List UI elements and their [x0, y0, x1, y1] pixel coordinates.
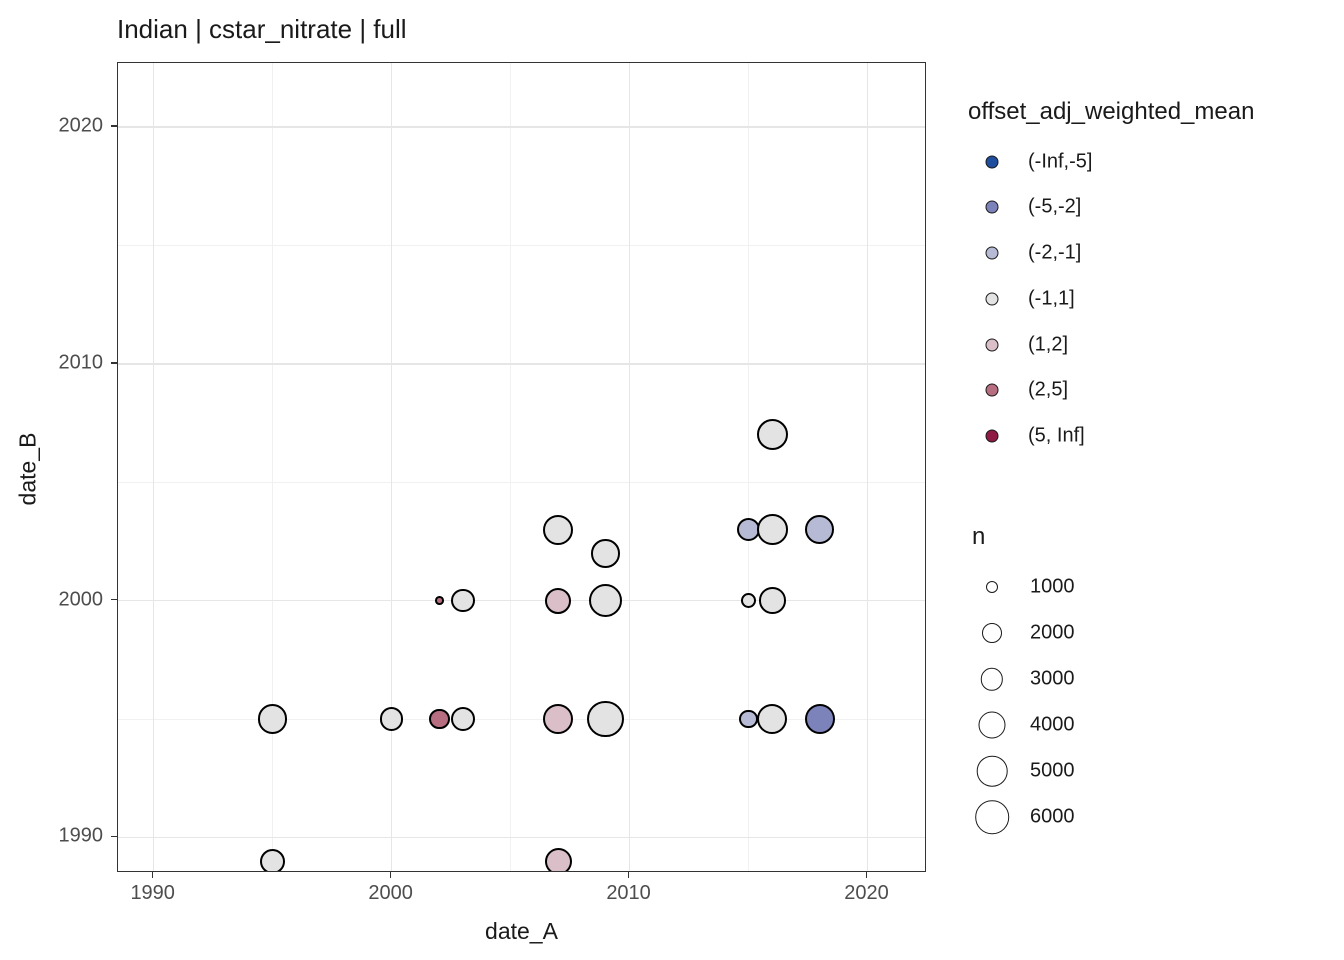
data-point [257, 704, 288, 734]
color-legend-key-label: (-1,1] [1028, 287, 1075, 310]
data-point [591, 538, 621, 568]
data-point [759, 587, 786, 614]
size-legend-key-label: 1000 [1030, 575, 1075, 598]
size-legend-key-icon [975, 800, 1009, 835]
y-tick [111, 835, 117, 838]
y-tick [111, 362, 117, 364]
y-tick-label: 2020 [58, 114, 104, 137]
data-point [804, 703, 836, 735]
data-point [757, 704, 788, 735]
size-legend-key-label: 4000 [1030, 713, 1075, 736]
x-major-gridline [152, 63, 155, 871]
x-major-gridline [390, 63, 393, 871]
data-point [434, 596, 444, 605]
x-minor-gridline [272, 63, 274, 871]
x-axis-title: date_A [485, 918, 558, 944]
x-major-gridline [866, 63, 869, 871]
x-tick [627, 872, 630, 878]
data-point [451, 588, 475, 613]
data-point [587, 700, 625, 738]
color-legend-key-label: (-Inf,-5] [1028, 150, 1093, 173]
data-point [756, 419, 788, 451]
x-minor-gridline [510, 63, 512, 871]
data-point [428, 708, 450, 730]
y-tick-label: 1990 [58, 824, 104, 847]
size-legend-key-label: 2000 [1030, 621, 1075, 644]
y-minor-gridline [118, 718, 925, 720]
y-minor-gridline [118, 481, 925, 483]
data-point [260, 848, 286, 871]
x-tick [151, 872, 154, 878]
y-major-gridline [118, 599, 925, 602]
y-axis-title: date_B [14, 432, 41, 506]
size-legend-key-icon [978, 711, 1006, 739]
data-point [589, 583, 623, 618]
x-tick [389, 872, 392, 878]
data-point [757, 514, 788, 545]
y-major-gridline [118, 363, 925, 365]
data-point [543, 514, 574, 545]
size-legend-title: n [972, 523, 986, 550]
y-tick-label: 2000 [58, 588, 104, 611]
color-legend-key-label: (1,2] [1028, 333, 1069, 355]
y-major-gridline [118, 836, 925, 839]
color-legend-key-icon [985, 383, 999, 397]
color-legend-key-icon [985, 155, 999, 169]
color-legend-title: offset_adj_weighted_mean [968, 98, 1255, 125]
size-legend-key-icon [980, 668, 1004, 691]
size-legend-key-label: 3000 [1030, 667, 1075, 690]
x-minor-gridline [748, 63, 750, 871]
size-legend-key-icon [982, 623, 1002, 644]
data-point [451, 707, 475, 732]
size-legend-key-label: 5000 [1030, 759, 1075, 782]
x-tick [865, 872, 868, 878]
size-legend-key-label: 6000 [1030, 805, 1075, 828]
size-legend-key-icon [986, 581, 998, 594]
y-minor-gridline [118, 244, 925, 246]
data-point [805, 515, 835, 545]
plot-panel [117, 62, 926, 872]
color-legend-key-label: (2,5] [1028, 378, 1069, 401]
data-point [740, 592, 757, 609]
x-tick-label: 1990 [130, 882, 175, 904]
color-legend-key-label: (-5,-2] [1028, 195, 1082, 218]
y-tick-label: 2010 [58, 351, 104, 374]
data-point [545, 587, 572, 614]
color-legend-key-icon [985, 200, 999, 214]
x-tick-label: 2010 [606, 882, 651, 904]
color-legend-key-icon [985, 338, 999, 351]
size-legend-key-icon [976, 756, 1008, 787]
y-tick [111, 125, 117, 127]
data-point [379, 707, 404, 731]
chart-title: Indian | cstar_nitrate | full [117, 14, 407, 44]
data-point [544, 847, 572, 871]
color-legend-key-label: (-2,-1] [1028, 241, 1082, 264]
color-legend-key-icon [985, 429, 999, 443]
x-tick-label: 2020 [844, 882, 889, 904]
y-major-gridline [118, 126, 925, 128]
x-tick-label: 2000 [368, 882, 413, 904]
color-legend-key-icon [985, 246, 999, 260]
data-point [739, 709, 758, 729]
y-tick [111, 598, 117, 601]
x-major-gridline [628, 63, 631, 871]
color-legend-key-icon [985, 292, 999, 306]
color-legend-key-label: (5, Inf] [1028, 424, 1085, 447]
data-point [543, 704, 574, 735]
